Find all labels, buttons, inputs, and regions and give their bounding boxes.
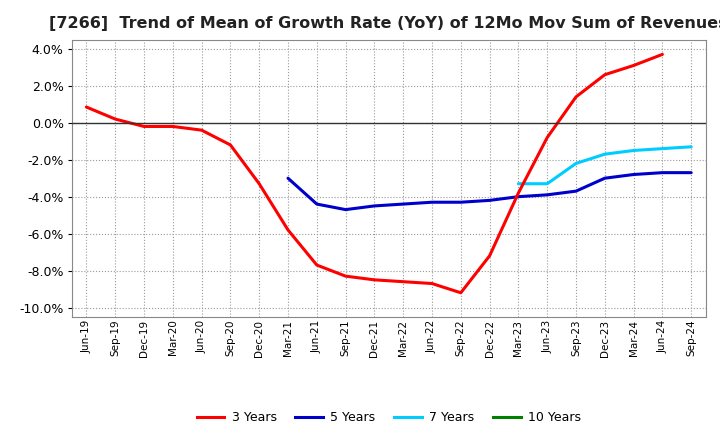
- Legend: 3 Years, 5 Years, 7 Years, 10 Years: 3 Years, 5 Years, 7 Years, 10 Years: [192, 406, 586, 429]
- Title: [7266]  Trend of Mean of Growth Rate (YoY) of 12Mo Mov Sum of Revenues: [7266] Trend of Mean of Growth Rate (YoY…: [50, 16, 720, 32]
